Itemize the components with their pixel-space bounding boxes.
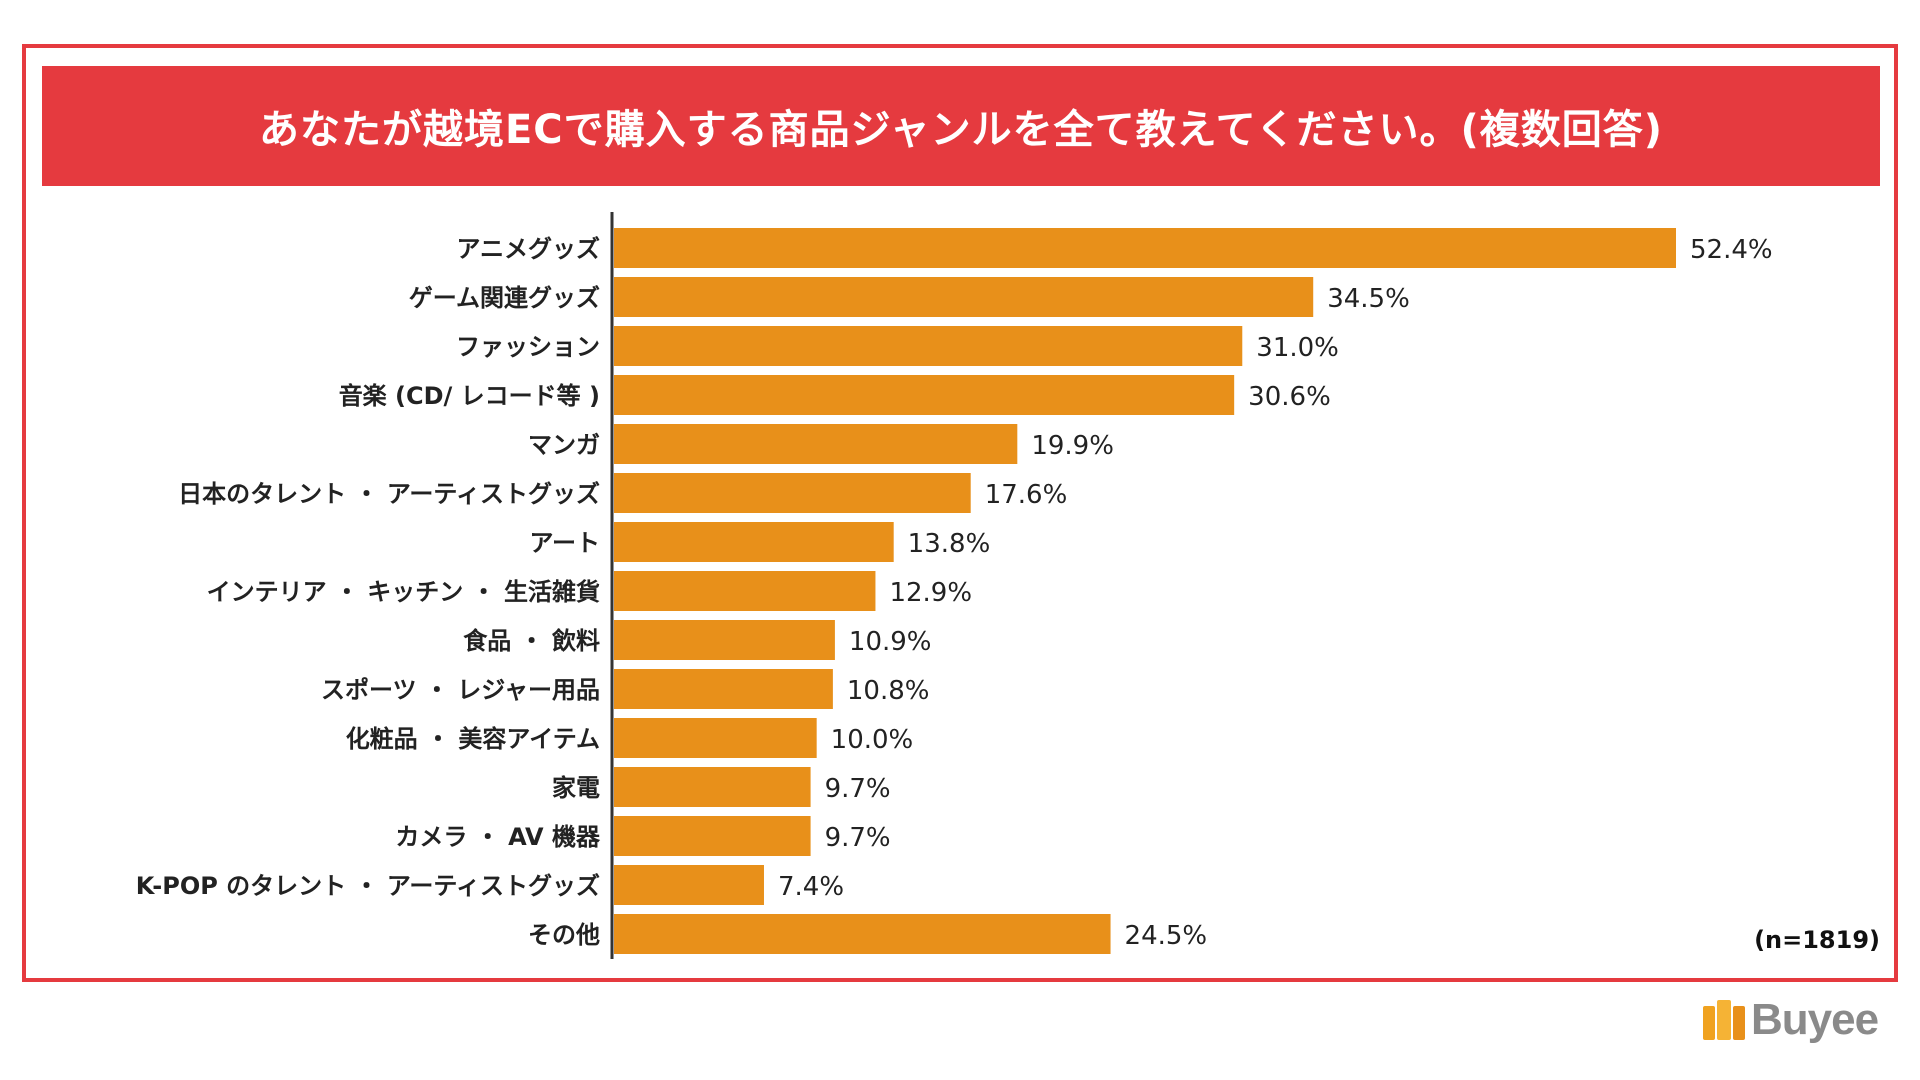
value-label: 52.4%	[1690, 235, 1773, 265]
bar	[614, 669, 833, 709]
sample-size-note: (n=1819)	[1754, 926, 1880, 954]
category-label: スポーツ ・ レジャー用品	[321, 676, 600, 704]
value-label: 19.9%	[1031, 431, 1114, 461]
value-label: 30.6%	[1248, 382, 1331, 412]
bar	[614, 767, 811, 807]
bar	[614, 326, 1243, 366]
bar	[614, 816, 811, 856]
category-label: アニメグッズ	[456, 235, 600, 263]
chart-title: あなたが越境ECで購入する商品ジャンルを全て教えてください。(複数回答)	[258, 107, 1664, 153]
category-label: 食品 ・ 飲料	[463, 627, 600, 655]
bar	[614, 914, 1111, 954]
bar	[614, 718, 817, 758]
bar	[614, 865, 764, 905]
bar	[614, 424, 1018, 464]
category-label: ファッション	[456, 333, 600, 361]
category-label: アート	[529, 529, 600, 557]
category-label: 家電	[552, 774, 600, 802]
category-label: 音楽 (CD/ レコード等 )	[339, 382, 600, 410]
category-label: 日本のタレント ・ アーティストグッズ	[178, 480, 600, 508]
bar	[614, 473, 971, 513]
title-banner: あなたが越境ECで購入する商品ジャンルを全て教えてください。(複数回答)	[42, 66, 1880, 186]
bar	[614, 375, 1235, 415]
value-label: 12.9%	[889, 578, 972, 608]
brand-name: Buyee	[1751, 995, 1879, 1044]
value-label: 9.7%	[825, 823, 891, 853]
category-label: 化粧品 ・ 美容アイテム	[346, 725, 600, 753]
value-label: 34.5%	[1327, 284, 1410, 314]
bar	[614, 571, 876, 611]
value-label: 9.7%	[825, 774, 891, 804]
value-label: 13.8%	[908, 529, 991, 559]
bar	[614, 620, 835, 660]
category-label: インテリア ・ キッチン ・ 生活雑貨	[207, 578, 600, 606]
category-label: マンガ	[528, 431, 600, 459]
value-label: 17.6%	[985, 480, 1068, 510]
value-label: 10.8%	[847, 676, 930, 706]
bar	[614, 522, 894, 562]
value-label: 24.5%	[1125, 921, 1208, 951]
value-label: 10.9%	[849, 627, 932, 657]
bar	[614, 277, 1314, 317]
brand-logo: Buyee	[1703, 992, 1879, 1048]
value-label: 10.0%	[831, 725, 914, 755]
value-label: 7.4%	[778, 872, 844, 902]
bar	[614, 228, 1676, 268]
category-label: K-POP のタレント ・ アーティストグッズ	[136, 872, 600, 900]
category-label: ゲーム関連グッズ	[409, 284, 600, 312]
shopping-bag-icon	[1703, 998, 1747, 1042]
category-label: その他	[528, 921, 600, 949]
value-label: 31.0%	[1256, 333, 1339, 363]
category-label: カメラ ・ AV 機器	[395, 823, 601, 851]
